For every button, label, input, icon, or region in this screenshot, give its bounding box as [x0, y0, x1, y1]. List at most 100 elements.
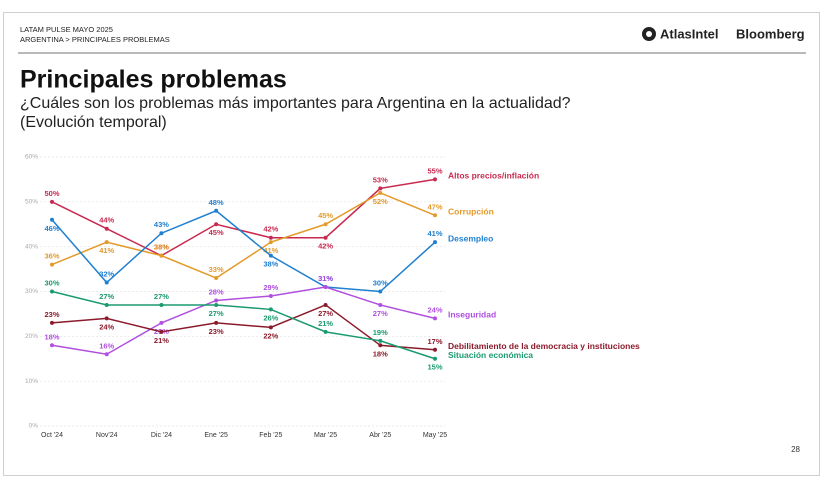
series-line: [51, 290, 436, 360]
value-label: 17%: [427, 337, 442, 346]
value-label: 48%: [209, 198, 224, 207]
point: [159, 329, 164, 334]
series-line: [51, 286, 436, 356]
value-label: 36%: [44, 252, 59, 261]
y-tick-label: 50%: [25, 199, 38, 206]
y-tick-label: 0%: [29, 423, 39, 430]
point: [323, 235, 328, 240]
point: [268, 253, 273, 258]
value-label: 45%: [209, 228, 224, 237]
point: [214, 302, 219, 307]
point: [214, 298, 219, 303]
legend-label: Situación económica: [448, 350, 533, 360]
point: [433, 347, 437, 352]
point: [50, 320, 54, 325]
legend-label: Debilitamiento de la democracia y instit…: [448, 341, 640, 351]
point: [323, 302, 328, 307]
value-label: 38%: [263, 260, 278, 269]
value-label: 55%: [427, 166, 442, 175]
logo-icon: [646, 31, 652, 37]
value-label: 18%: [44, 332, 59, 341]
legend-label: Corrupción: [448, 207, 494, 217]
value-label: 30%: [373, 278, 388, 287]
y-tick-label: 60%: [25, 154, 38, 161]
x-tick-label: Nov'24: [96, 432, 118, 439]
header-line: ARGENTINA > PRINCIPALES PROBLEMAS: [20, 35, 170, 44]
point: [378, 338, 383, 343]
point: [323, 329, 328, 334]
value-label: 41%: [99, 246, 114, 255]
point: [433, 240, 437, 245]
page-number: 28: [791, 445, 800, 454]
value-label: 24%: [427, 305, 442, 314]
x-tick-label: Feb '25: [259, 432, 282, 439]
chart-subtitle: ¿Cuáles son los problemas más importante…: [20, 95, 571, 112]
series-line: [51, 209, 436, 293]
value-label: 42%: [263, 225, 278, 234]
value-label: 27%: [209, 309, 224, 318]
value-label: 45%: [318, 211, 333, 220]
point: [50, 343, 54, 348]
x-tick-label: Oct '24: [41, 432, 63, 439]
point: [104, 226, 109, 231]
value-label: 42%: [318, 242, 333, 251]
point: [214, 276, 219, 281]
point: [268, 293, 273, 298]
logo: AtlasIntel: [660, 26, 719, 41]
value-label: 19%: [373, 328, 388, 337]
value-label: 43%: [154, 220, 169, 229]
value-label: 18%: [373, 349, 388, 358]
point: [50, 217, 54, 222]
point: [323, 222, 328, 227]
value-label: 23%: [209, 327, 224, 336]
value-label: 27%: [373, 309, 388, 318]
value-label: 21%: [318, 319, 333, 328]
value-label: 44%: [99, 216, 114, 225]
x-tick-label: May '25: [423, 432, 447, 439]
y-tick-label: 20%: [25, 333, 38, 340]
point: [214, 320, 219, 325]
value-label: 24%: [99, 322, 114, 331]
point: [104, 280, 109, 285]
point: [268, 307, 273, 312]
point: [159, 320, 164, 325]
series-line: [51, 178, 436, 257]
point: [214, 208, 219, 213]
point: [323, 285, 328, 290]
value-label: 27%: [154, 292, 169, 301]
value-label: 26%: [263, 313, 278, 322]
header-line: LATAM PULSE MAYO 2025: [20, 25, 113, 34]
logo: Bloomberg: [736, 26, 805, 41]
point: [159, 302, 164, 307]
legend-label: Altos precios/inflación: [448, 171, 539, 181]
value-label: 53%: [373, 175, 388, 184]
point: [50, 199, 54, 204]
x-tick-label: Abr '25: [369, 432, 391, 439]
value-label: 38%: [154, 243, 169, 252]
value-label: 16%: [99, 341, 114, 350]
slide-frame: [3, 12, 820, 476]
series-line: [51, 192, 436, 279]
value-label: 23%: [44, 310, 59, 319]
point: [378, 343, 383, 348]
x-tick-label: Dic '24: [151, 432, 172, 439]
point: [104, 316, 109, 321]
point: [433, 316, 437, 321]
value-label: 47%: [427, 202, 442, 211]
point: [214, 222, 219, 227]
legend-label: Desempleo: [448, 233, 493, 243]
value-label: 27%: [318, 309, 333, 318]
point: [268, 235, 273, 240]
point: [378, 186, 383, 191]
x-tick-label: Mar '25: [314, 432, 337, 439]
x-tick-label: Ene '25: [204, 432, 228, 439]
point: [378, 289, 383, 294]
point: [433, 356, 437, 361]
y-tick-label: 30%: [25, 288, 38, 295]
value-label: 22%: [263, 331, 278, 340]
value-label: 30%: [44, 278, 59, 287]
legend-label: Inseguridad: [448, 310, 496, 320]
point: [378, 302, 383, 307]
